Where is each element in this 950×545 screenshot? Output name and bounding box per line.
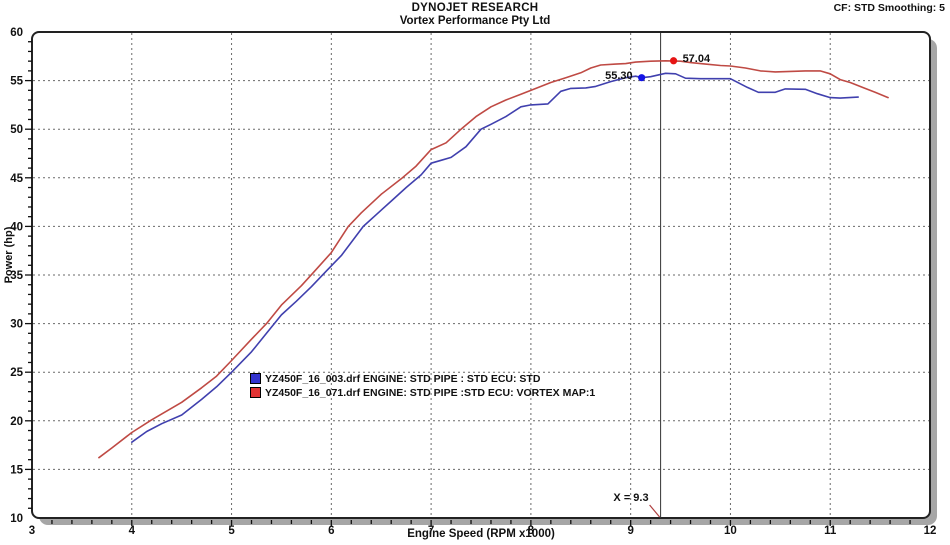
power-curve-vortex (98, 59, 889, 459)
legend-item[interactable]: YZ450F_16_071.drf ENGINE: STD PIPE :STD … (250, 386, 595, 399)
peak-marker-std[interactable] (638, 74, 646, 82)
y-tick-label: 35 (10, 270, 23, 282)
correction-smoothing-settings: CF: STD Smoothing: 5 (833, 2, 945, 14)
page-title: DYNOJET RESEARCH (411, 2, 539, 14)
power-curve-std (131, 72, 860, 444)
y-axis-label: Power (hp) (3, 226, 15, 284)
x-tick-label: 11 (824, 525, 837, 537)
x-tick-label: 9 (627, 525, 633, 537)
x-tick-label: 3 (29, 525, 35, 537)
legend-swatch-vortex (250, 387, 261, 398)
y-tick-label: 55 (10, 76, 23, 88)
y-tick-label: 25 (10, 367, 23, 379)
x-tick-label: 6 (328, 525, 334, 537)
y-tick-label: 45 (10, 173, 23, 185)
legend-swatch-std (250, 373, 261, 384)
x-tick-label: 8 (528, 525, 535, 537)
y-tick-label: 20 (10, 416, 23, 428)
x-axis-label: Engine Speed (RPM x1000) (407, 528, 555, 540)
y-tick-label: 60 (10, 27, 23, 39)
y-tick-label: 15 (10, 464, 23, 476)
series-legend: YZ450F_16_003.drf ENGINE: STD PIPE : STD… (250, 372, 595, 399)
legend-label: YZ450F_16_071.drf ENGINE: STD PIPE :STD … (265, 386, 596, 399)
y-tick-label: 10 (10, 513, 23, 525)
cursor-pointer-line (649, 504, 661, 518)
legend-label: YZ450F_16_003.drf ENGINE: STD PIPE : STD… (265, 372, 541, 385)
y-tick-label: 50 (10, 124, 23, 136)
x-tick-label: 10 (724, 525, 737, 537)
cursor-x-value-label: X = 9.3 (613, 492, 649, 504)
x-tick-label: 4 (129, 525, 136, 537)
x-tick-label: 5 (228, 525, 235, 537)
x-tick-label: 7 (428, 525, 434, 537)
legend-item[interactable]: YZ450F_16_003.drf ENGINE: STD PIPE : STD… (250, 372, 595, 385)
peak-marker-vortex[interactable] (669, 57, 678, 65)
peak-value-label-std: 55.30 (605, 69, 633, 82)
y-tick-label: 30 (10, 319, 23, 331)
y-tick-label: 40 (10, 221, 23, 233)
x-tick-label: 12 (924, 525, 937, 537)
page-subtitle: Vortex Performance Pty Ltd (399, 15, 551, 27)
plot-frame (31, 31, 931, 519)
peak-value-label-vortex: 57.04 (682, 52, 711, 65)
